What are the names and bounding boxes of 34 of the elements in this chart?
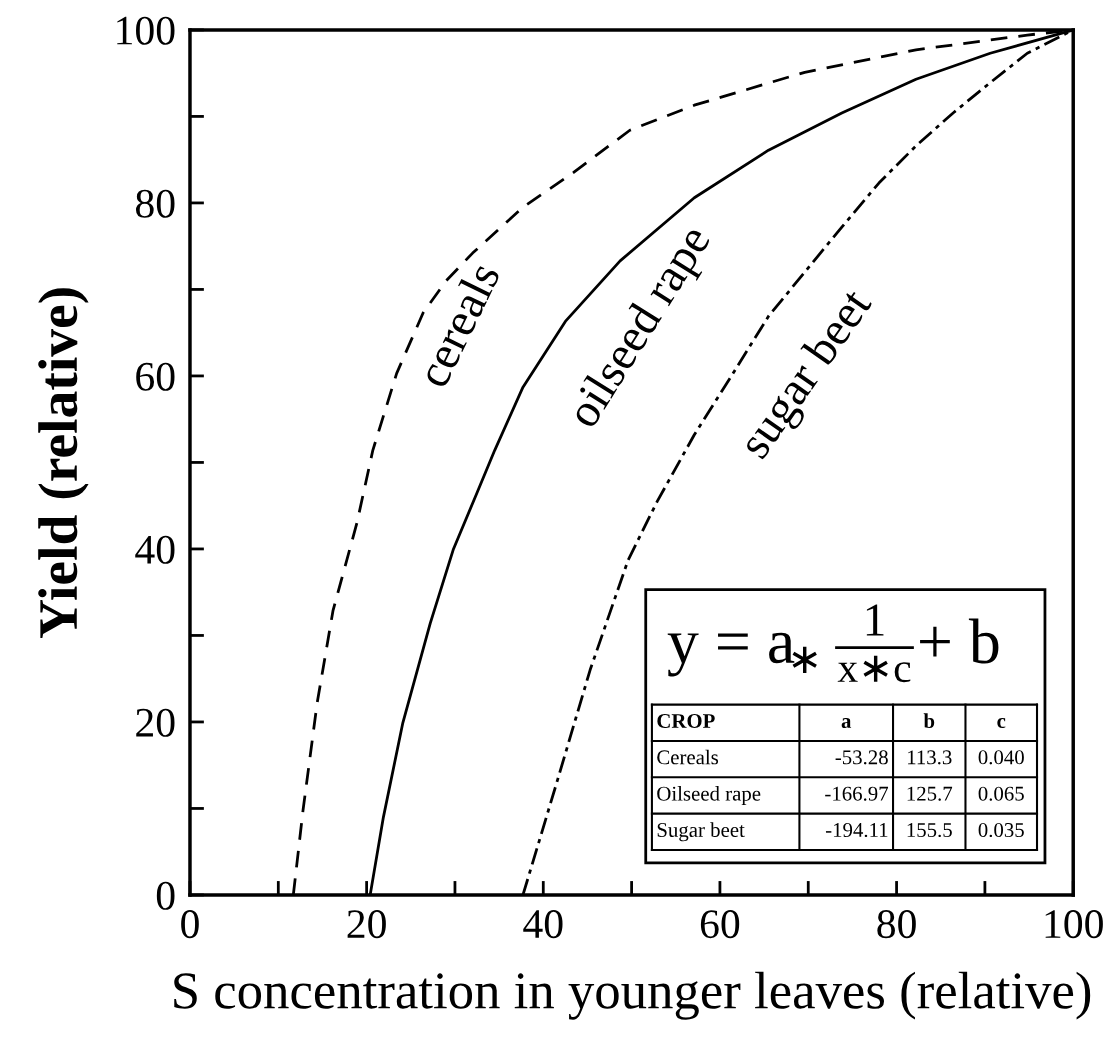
x-axis-title: S concentration in younger leaves (relative) [174,971,1091,1020]
annotation: Sugar beet [657,822,745,842]
y-tick-label: 60 [136,362,175,391]
annotation: c [997,718,1006,729]
annotation: b [923,713,935,729]
annotation: -166.97 [825,786,889,801]
annotation: 0.035 [978,822,1024,838]
x-tick-label: 0 [181,910,199,939]
annotation: 0.065 [978,786,1024,801]
annotation: -53.28 [835,750,888,765]
y-tick-label: 100 [117,16,175,45]
text: cereals [414,259,501,390]
annotation: 0.040 [978,750,1024,765]
x-tick-label: 80 [877,910,916,939]
y-tick-label: 20 [136,708,175,737]
annotation: x∗c [837,655,911,683]
annotation: Cereals [657,749,719,765]
x-tick-label: 40 [523,910,563,939]
annotation: CROP [657,714,715,729]
annotation: 1 [866,604,884,636]
x-tick-label: 20 [347,910,386,939]
annotation: + b [920,618,999,664]
x-tick-label: 60 [700,910,740,939]
x-tick-label: 100 [1045,910,1103,939]
annotation: a [841,718,852,729]
annotation: -194.11 [825,823,888,838]
annotation: 113.3 [908,750,952,765]
y-axis-title: Yield (relative) [38,288,89,639]
annotation: 125.7 [907,786,953,801]
y-tick-label: 0 [156,881,175,910]
y-tick-label: 40 [135,535,175,564]
annotation: Oilseed rape [657,786,761,805]
y-tick-label: 80 [136,189,175,218]
annotation: 155.5 [907,823,952,838]
